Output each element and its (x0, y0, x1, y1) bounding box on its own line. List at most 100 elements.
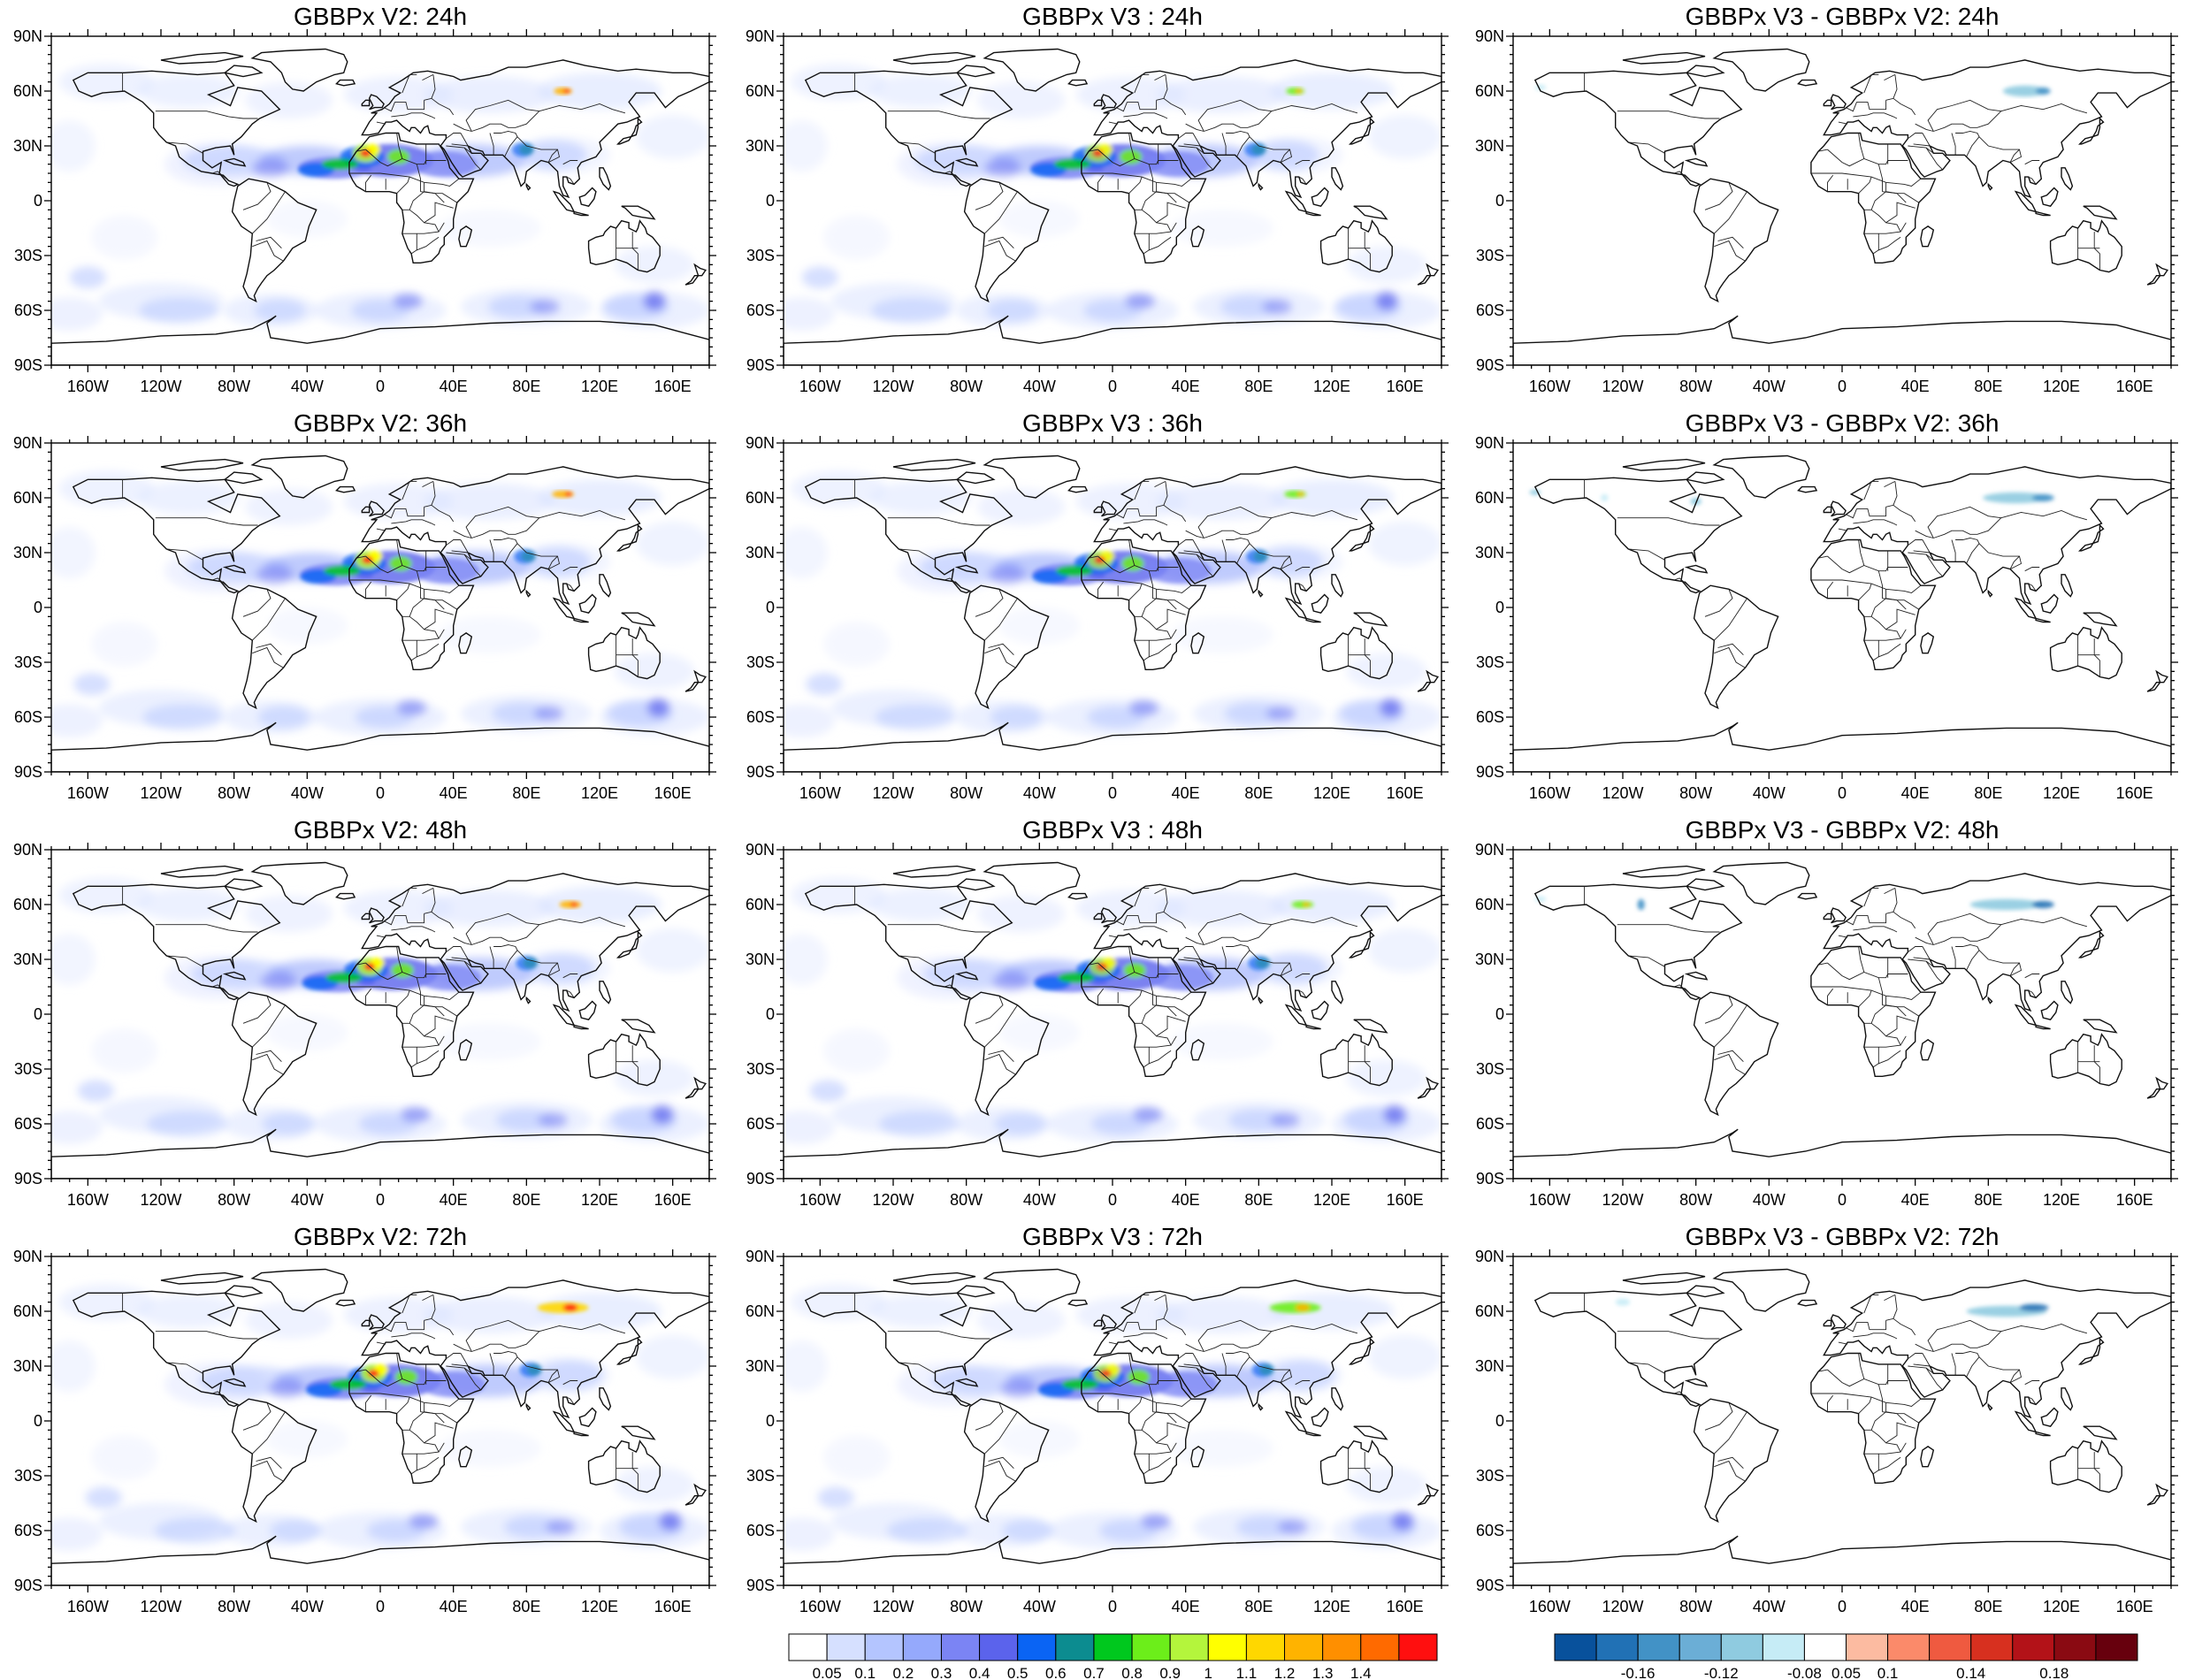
plume-blob (1269, 1302, 1321, 1314)
lat-tick-label: 90N (13, 1248, 42, 1265)
panel-title: GBBPx V3 - GBBPx V2: 48h (1686, 816, 2000, 844)
lat-tick-label: 60N (1475, 896, 1504, 913)
country-borders (122, 886, 639, 1084)
colorbar-swatch (1398, 1633, 1438, 1661)
lat-tick-label: 30S (1476, 247, 1504, 264)
plume-blob (424, 76, 556, 113)
plume-blob (998, 1421, 1080, 1458)
country-borders (854, 1293, 1371, 1491)
lon-tick-label: 80W (1679, 784, 1712, 802)
lon-tick-label: 80W (218, 784, 250, 802)
lon-tick-label: 40E (440, 1191, 468, 1209)
plume-blob (1000, 1378, 1037, 1398)
plume-blob (51, 297, 103, 331)
plume-blob (368, 1370, 379, 1378)
lat-tick-label: 90N (13, 434, 42, 452)
lat-tick-label: 60N (13, 82, 42, 100)
colorbar-swatch (1970, 1633, 2014, 1661)
plume-blob (564, 492, 572, 496)
tick-marks (44, 843, 716, 1186)
lon-tick-label: 80W (950, 378, 983, 395)
lon-tick-label: 80W (950, 1191, 983, 1209)
plume-blob (823, 215, 890, 260)
lat-tick-label: 30N (1475, 544, 1504, 561)
lat-tick-label: 60N (1475, 82, 1504, 100)
plume-blob (869, 481, 972, 515)
lat-tick-label: 60S (14, 708, 42, 726)
lat-tick-label: 60S (746, 708, 775, 726)
plume-blob (784, 934, 828, 985)
lon-tick-label: 120W (872, 1598, 914, 1615)
lon-tick-label: 160W (799, 378, 841, 395)
lat-tick-label: 90S (1476, 1170, 1504, 1187)
lat-tick-label: 0 (766, 599, 775, 616)
map-panel: GBBPx V3 : 72h 160W 120W 80W 40W 0 40E 80E 120E 1… (746, 1223, 1449, 1615)
plume-blob (396, 700, 426, 715)
plume-blob (1615, 1298, 1631, 1306)
plume-blob (1156, 483, 1288, 520)
lon-tick-label: 120W (140, 784, 181, 802)
lat-tick-label: 60S (746, 302, 775, 319)
plume-blob (137, 481, 240, 515)
panel-title: GBBPx V3 : 72h (1022, 1223, 1203, 1250)
panel-title: GBBPx V3 - GBBPx V2: 24h (1686, 3, 2000, 30)
plume-blob (91, 1028, 157, 1073)
plume-blob (69, 266, 106, 289)
lon-tick-label: 160W (67, 1598, 109, 1615)
country-borders (1584, 73, 2100, 271)
plume-blob (869, 888, 972, 921)
lon-tick-label: 120E (2043, 784, 2080, 802)
lon-tick-label: 80W (1679, 1598, 1712, 1615)
lat-tick-label: 90N (746, 27, 775, 45)
lon-tick-label: 160W (799, 784, 841, 802)
panel-title: GBBPx V2: 24h (294, 3, 467, 30)
plume-blob (1380, 699, 1402, 718)
lat-tick-label: 30S (14, 247, 42, 264)
lon-tick-label: 40E (440, 378, 468, 395)
lat-tick-label: 0 (34, 1412, 42, 1430)
map-panel: GBBPx V3 : 36h 160W 120W 80W 40W 0 40E 80E 120E 1… (746, 409, 1449, 802)
lat-tick-label: 90N (746, 1248, 775, 1265)
plume-blob (1346, 1059, 1427, 1097)
plume-blob (1094, 556, 1105, 564)
plume-blob (1375, 292, 1398, 310)
plume-blob (1053, 158, 1091, 170)
plume-blob (245, 895, 333, 932)
plume-blob (1346, 246, 1427, 284)
plume-blob (1156, 76, 1288, 113)
plume-blob (636, 928, 709, 973)
lon-tick-label: 40W (1023, 784, 1056, 802)
colorbar-label: -0.08 (1787, 1665, 1822, 1680)
colorbar-swatch (864, 1633, 904, 1661)
plume-blob (1262, 299, 1292, 315)
lat-tick-label: 60N (13, 896, 42, 913)
plume-blob (516, 955, 539, 971)
plume-blob (245, 81, 333, 118)
plume-blob (51, 120, 96, 172)
country-borders (854, 73, 1371, 271)
lon-tick-label: 120W (140, 378, 181, 395)
plume-blob (51, 934, 96, 985)
lon-tick-label: 160E (654, 784, 692, 802)
plume-blob (2036, 87, 2051, 95)
plume-blob (614, 1059, 695, 1097)
lat-tick-label: 90S (746, 356, 775, 374)
concentration-field (784, 1256, 1441, 1585)
lat-tick-label: 0 (34, 1005, 42, 1023)
lat-tick-label: 90N (746, 434, 775, 452)
lon-tick-label: 0 (376, 784, 385, 802)
tick-marks (1506, 436, 2178, 779)
plume-blob (395, 1370, 417, 1385)
plume-blob (1061, 1378, 1099, 1390)
concentration-field (784, 36, 1441, 365)
plume-blob (1270, 1112, 1300, 1128)
colorbar-swatch (1637, 1633, 1680, 1661)
lon-tick-label: 120E (1313, 1191, 1350, 1209)
lat-tick-label: 30N (13, 1357, 42, 1375)
lat-tick-label: 60N (13, 489, 42, 507)
lat-tick-label: 60S (1476, 1115, 1504, 1133)
plume-blob (1145, 558, 1212, 584)
plume-blob (1056, 565, 1093, 577)
plume-blob (977, 81, 1066, 118)
country-borders (1584, 1293, 2100, 1491)
